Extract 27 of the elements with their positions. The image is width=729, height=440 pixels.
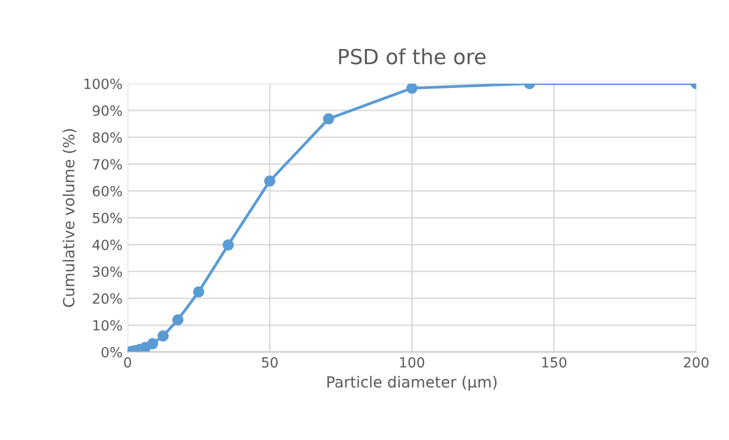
y-tick-label: 20%: [92, 293, 122, 304]
y-tick-label: 40%: [92, 240, 122, 250]
y-tick-label: 50%: [92, 212, 122, 224]
x-tick-label: 0: [124, 357, 132, 368]
chart-title: PSD of the ore: [339, 48, 486, 64]
y-tick-label: 80%: [92, 132, 122, 143]
point: [222, 239, 234, 250]
point: [158, 330, 169, 342]
y-tick-label: 90%: [92, 105, 122, 116]
x-tick-label: 200: [684, 357, 709, 368]
x-tick-label: 50: [262, 357, 278, 368]
y-tick-label: 30%: [92, 266, 122, 277]
y-tick-label: 70%: [92, 159, 122, 170]
point: [172, 314, 184, 326]
y-tick-label: 10%: [93, 320, 122, 331]
point: [406, 84, 418, 94]
point: [147, 338, 158, 350]
y-tick-label: 100%: [84, 78, 122, 90]
x-tick-label: 150: [542, 357, 566, 368]
y-tick-label: 0%: [102, 346, 122, 358]
y-tick-label: 60%: [92, 186, 122, 196]
y-axis-title: Cumulative volume (%): [62, 129, 76, 307]
x-tick-label: 100: [400, 357, 424, 368]
point: [264, 175, 276, 187]
point: [193, 286, 204, 298]
point: [323, 113, 334, 124]
x-axis-title: Particle diameter (µm): [327, 376, 497, 391]
